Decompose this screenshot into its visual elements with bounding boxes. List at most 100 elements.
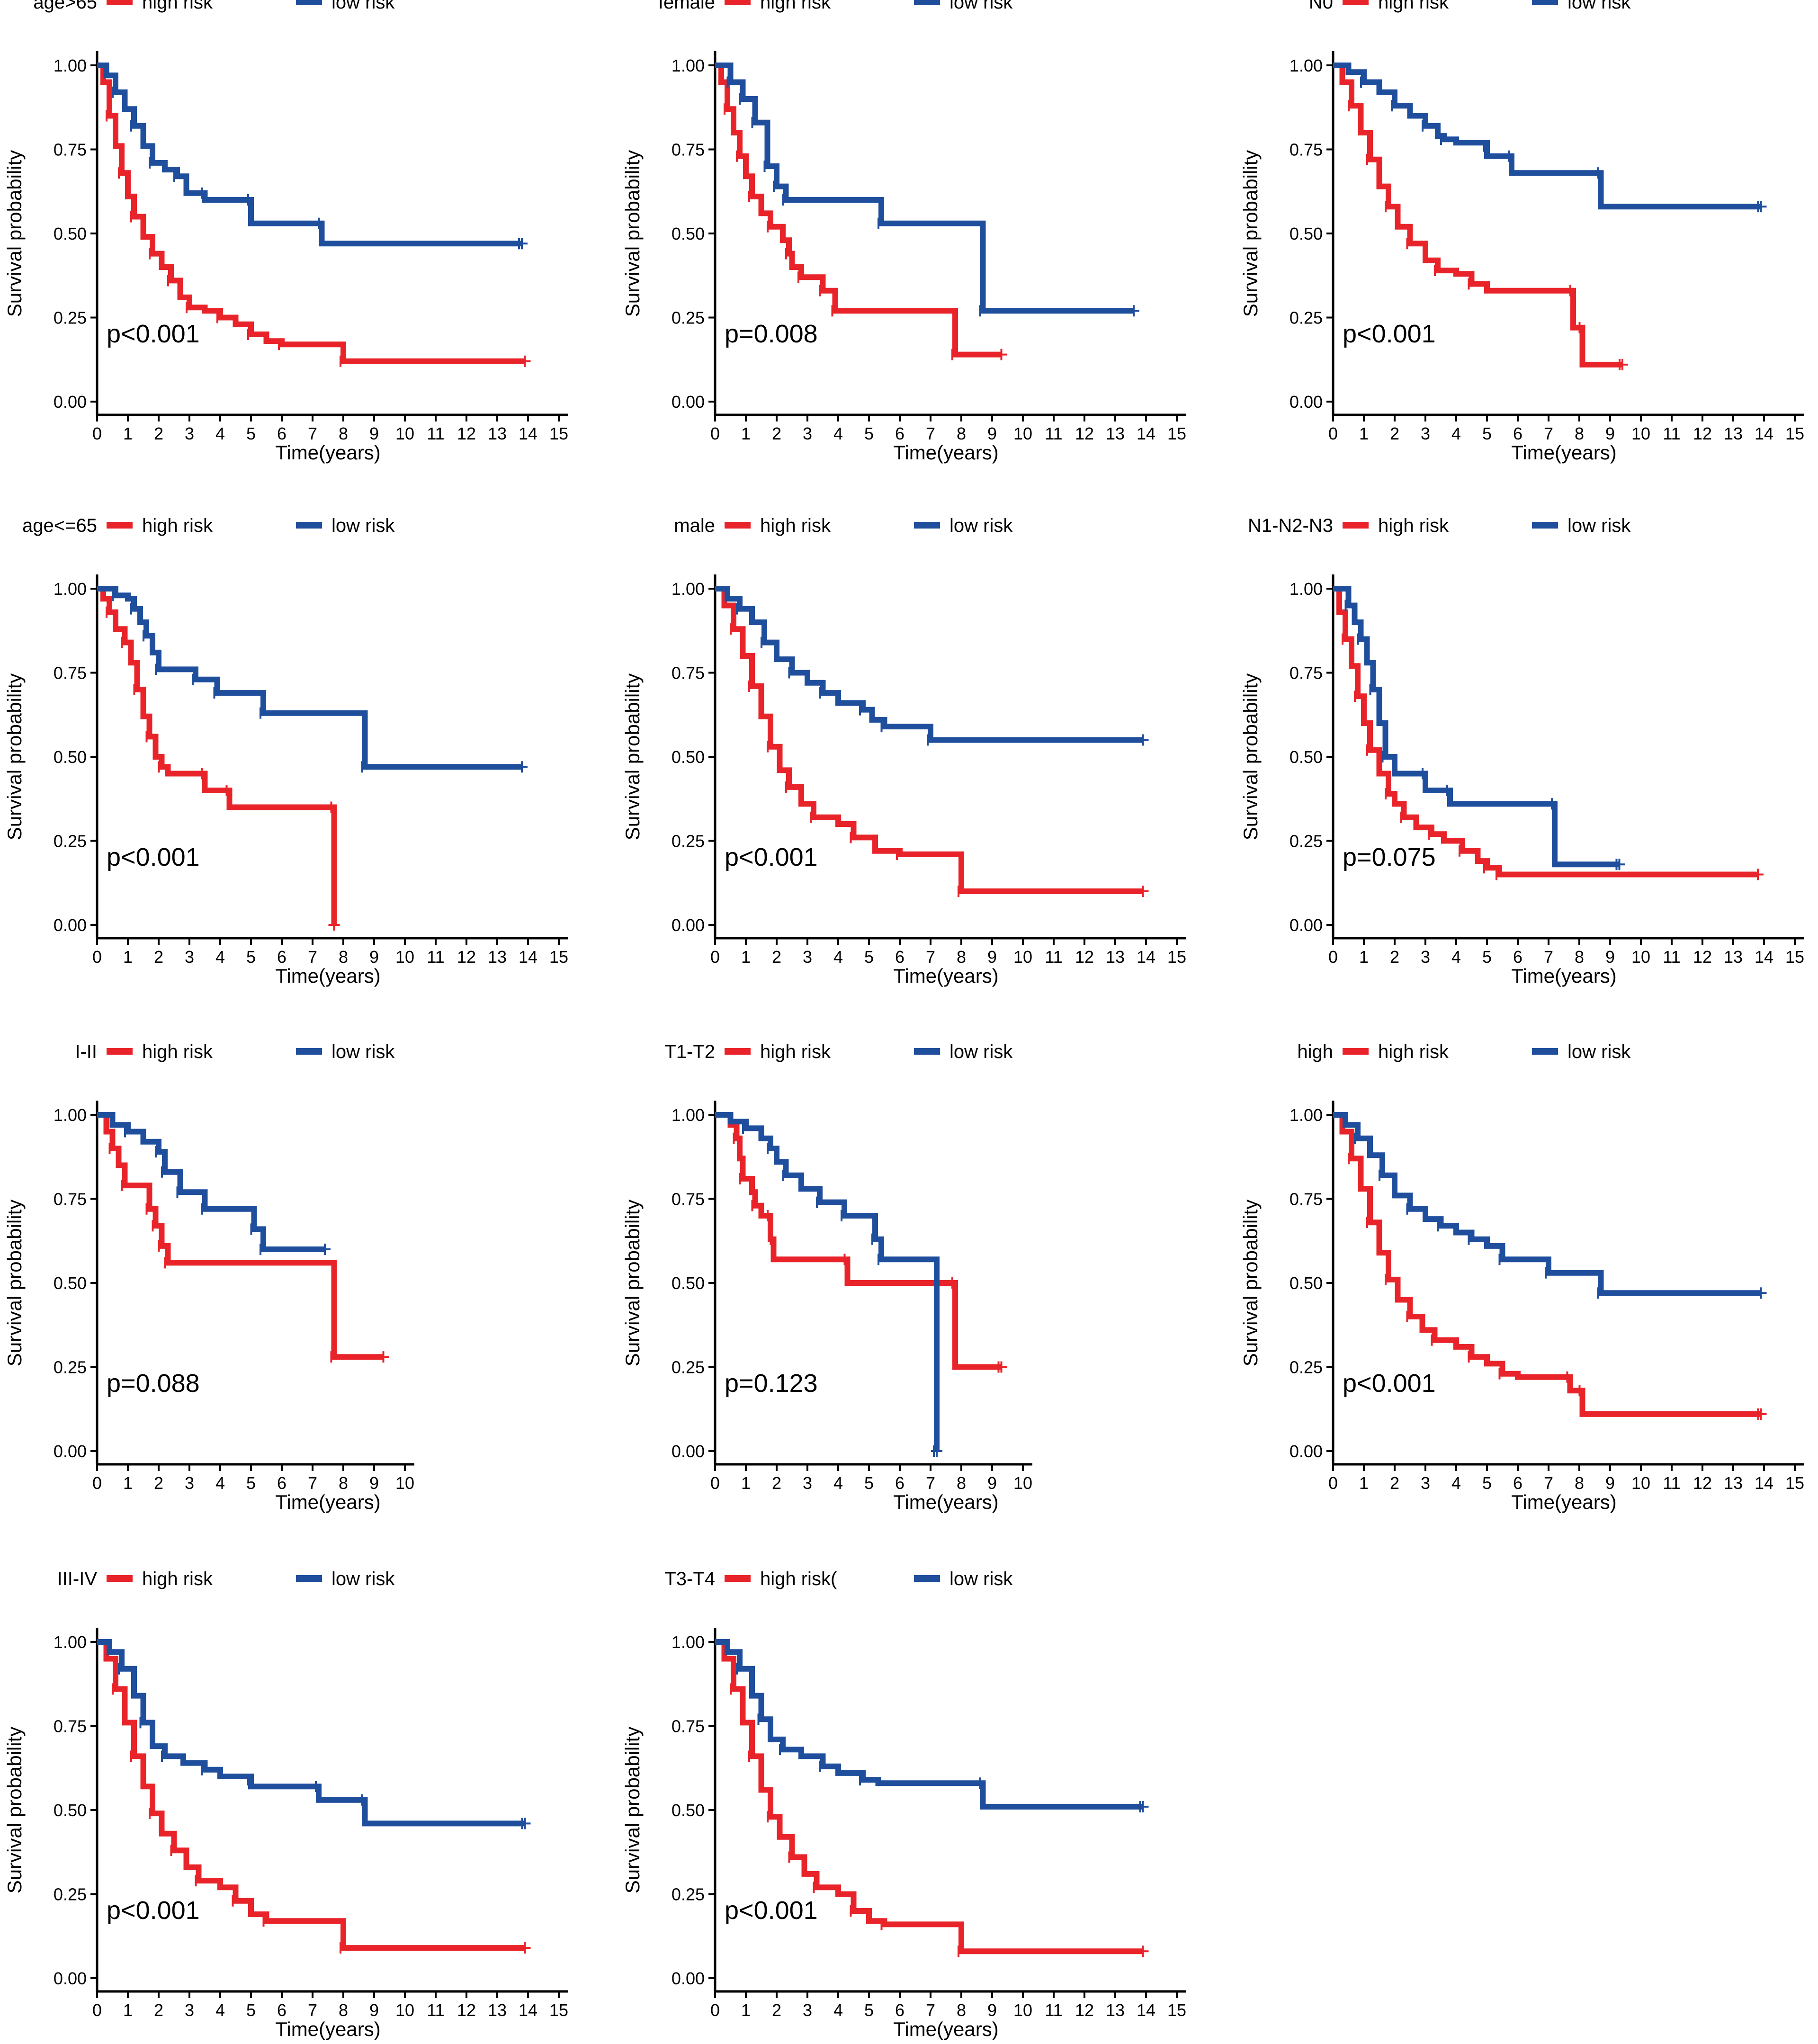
x-tick-label: 1: [741, 1473, 751, 1493]
x-tick-label: 0: [1328, 1473, 1338, 1493]
y-tick-label: 0.00: [54, 1969, 87, 1988]
x-tick-label: 1: [123, 424, 133, 443]
x-tick-label: 12: [1075, 2000, 1094, 2020]
x-tick-label: 1: [741, 2000, 751, 2020]
y-tick-label: 0.75: [672, 140, 705, 160]
y-tick-label: 0.50: [672, 1273, 705, 1293]
y-axis-label: Survival probability: [1239, 150, 1262, 317]
x-tick-label: 1: [1359, 424, 1369, 443]
x-tick-label: 0: [1328, 424, 1338, 443]
censor-marks-1: [124, 1126, 331, 1255]
x-tick-label: 14: [519, 947, 537, 967]
x-tick-label: 0: [710, 1473, 720, 1493]
survival-curve-high-risk: [97, 63, 525, 364]
x-tick-label: 9: [987, 947, 997, 967]
x-tick-label: 10: [1631, 947, 1650, 967]
censor-marks-1: [1344, 600, 1625, 870]
x-axis-label: Time(years): [1511, 1491, 1616, 1513]
y-tick-label: 0.75: [54, 1717, 87, 1736]
y-tick-label: 1.00: [54, 1105, 87, 1125]
y-tick-label: 0.75: [1290, 1190, 1323, 1209]
p-value: p<0.001: [1343, 1369, 1436, 1398]
panel-title: age>65: [33, 0, 97, 13]
x-tick-label: 5: [1482, 947, 1492, 967]
y-tick-label: 0.50: [672, 1801, 705, 1820]
panel-title: high: [1297, 1041, 1333, 1062]
x-tick-label: 7: [308, 947, 317, 967]
x-tick-label: 3: [185, 1473, 194, 1493]
x-tick-label: 10: [1631, 424, 1650, 443]
x-tick-label: 6: [895, 2000, 905, 2020]
x-tick-label: 10: [1013, 947, 1032, 967]
y-tick-label: 0.25: [54, 308, 87, 328]
x-tick-label: 7: [308, 424, 317, 443]
x-tick-label: 1: [741, 947, 751, 967]
p-value: p=0.008: [725, 320, 818, 348]
x-tick-label: 11: [427, 424, 444, 443]
x-tick-label: 1: [1359, 1473, 1369, 1493]
censor-marks-1: [726, 76, 1139, 317]
x-tick-label: 6: [277, 947, 287, 967]
y-tick-label: 0.75: [672, 1190, 705, 1209]
x-tick-label: 10: [1013, 2000, 1032, 2020]
x-tick-label: 2: [154, 947, 163, 967]
x-tick-label: 7: [1544, 424, 1553, 443]
survival-curve-high-risk: [97, 586, 337, 925]
censor-marks-1: [736, 1663, 1149, 1812]
x-axis-label: Time(years): [893, 965, 998, 987]
legend-label-1: low risk: [1567, 515, 1631, 536]
y-axis-label: Survival probability: [1239, 1200, 1262, 1367]
censor-marks-1: [742, 1122, 942, 1457]
x-tick-label: 11: [427, 947, 444, 967]
x-tick-label: 15: [1785, 947, 1804, 967]
y-tick-label: 1.00: [54, 56, 87, 75]
x-tick-label: 13: [488, 2000, 507, 2020]
x-tick-label: 4: [833, 424, 843, 443]
censor-marks-0: [112, 1683, 531, 1954]
x-tick-label: 3: [185, 947, 194, 967]
x-tick-label: 3: [185, 2000, 194, 2020]
x-tick-label: 14: [1755, 424, 1773, 443]
survival-curve-high-risk: [715, 586, 1143, 894]
panel-title: N1-N2-N3: [1248, 515, 1333, 536]
y-tick-label: 0.25: [672, 1358, 705, 1377]
x-tick-label: 2: [1390, 1473, 1399, 1493]
x-tick-label: 11: [1663, 424, 1680, 443]
x-tick-label: 5: [246, 1473, 256, 1493]
x-tick-label: 9: [987, 424, 997, 443]
censor-marks-1: [736, 603, 1149, 746]
legend-label-0: high risk: [142, 515, 213, 536]
x-tick-label: 6: [1513, 947, 1522, 967]
y-tick-label: 0.00: [54, 1442, 87, 1461]
p-value: p<0.001: [107, 843, 200, 871]
x-tick-label: 11: [1045, 947, 1062, 967]
censor-marks-0: [106, 110, 531, 367]
censor-marks-1: [1360, 76, 1767, 213]
survival-curve-high-risk: [1333, 1112, 1761, 1417]
censor-marks-0: [730, 623, 1149, 897]
x-tick-label: 2: [1390, 947, 1399, 967]
x-tick-label: 5: [864, 947, 874, 967]
panel-title: age<=65: [22, 515, 97, 536]
survival-curve-high-risk: [97, 1112, 384, 1360]
p-value: p<0.001: [107, 1896, 200, 1925]
y-tick-label: 1.00: [54, 1632, 87, 1652]
x-tick-label: 11: [1663, 947, 1680, 967]
x-tick-label: 8: [339, 1473, 348, 1493]
censor-marks-0: [730, 1683, 1149, 1957]
y-tick-label: 0.25: [1290, 832, 1323, 851]
x-tick-label: 7: [926, 1473, 935, 1493]
x-tick-label: 8: [339, 2000, 348, 2020]
x-tick-label: 4: [833, 1473, 843, 1493]
km-panel-7: T1-T2 high risk low risk 0 1 2 3 4 5 6 7 8 9 10 Time(y…: [621, 1041, 1032, 1513]
x-axis-label: Time(years): [275, 1491, 380, 1513]
survival-curve-low-risk: [97, 63, 522, 247]
y-axis-label: Survival probability: [621, 1727, 644, 1894]
y-tick-label: 1.00: [672, 56, 705, 75]
x-tick-label: 10: [1013, 424, 1032, 443]
x-tick-label: 10: [395, 947, 414, 967]
legend-label-1: low risk: [1567, 0, 1631, 13]
x-tick-label: 5: [864, 424, 874, 443]
